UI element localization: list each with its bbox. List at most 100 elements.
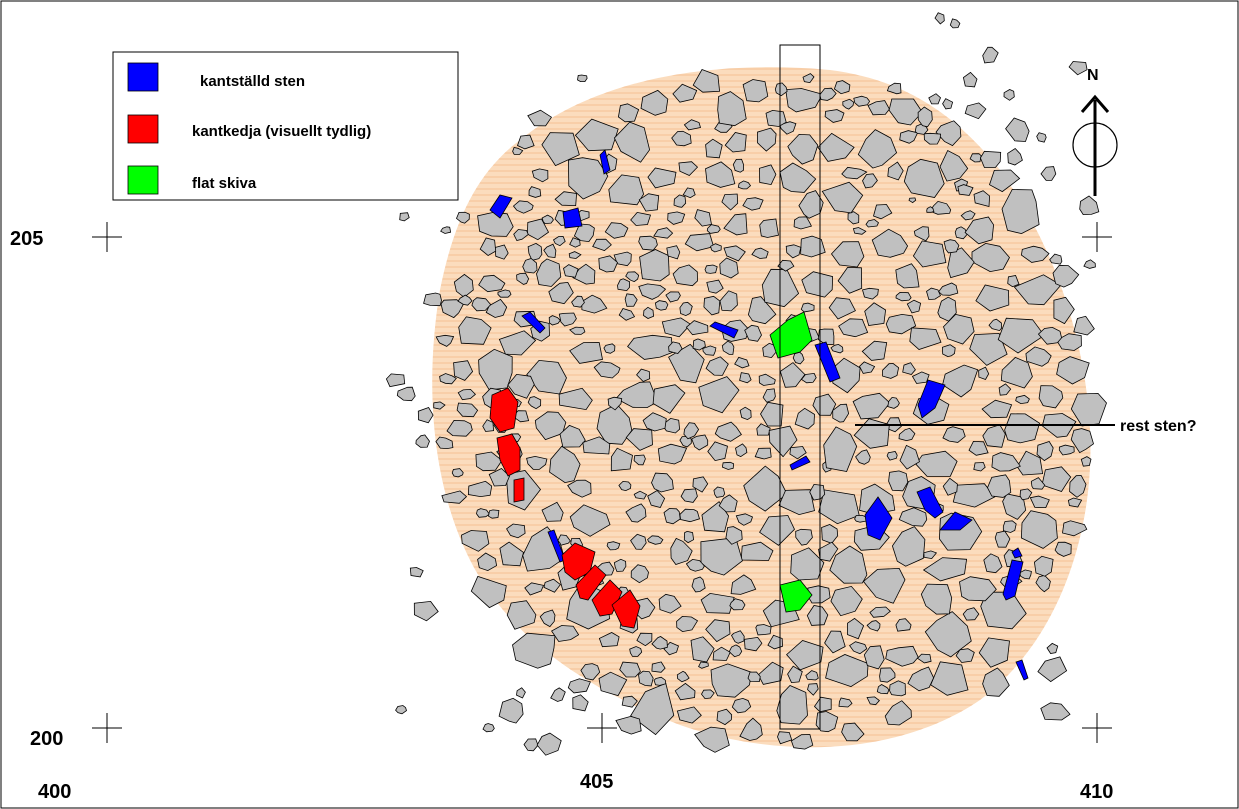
stone (613, 558, 627, 572)
stone (798, 190, 824, 219)
stone (653, 676, 667, 686)
stone (1046, 642, 1059, 654)
stone (423, 292, 442, 307)
edge-stone (1015, 659, 1029, 681)
stone (467, 480, 493, 498)
stone (723, 213, 748, 236)
excavation-trench (779, 44, 821, 730)
stone (743, 636, 763, 652)
stone (735, 513, 754, 526)
stone (446, 419, 473, 437)
stone (567, 678, 591, 694)
stone (1053, 296, 1075, 325)
stone (679, 436, 692, 448)
stone (1040, 166, 1057, 181)
stone (721, 193, 739, 211)
stone (568, 251, 582, 259)
stone (413, 600, 439, 622)
stone (828, 297, 856, 320)
legend-box (112, 51, 459, 201)
stone (451, 468, 464, 478)
stone (541, 501, 564, 522)
stone (842, 98, 855, 110)
stone (672, 83, 698, 103)
stone (672, 264, 698, 287)
stone (705, 356, 729, 376)
stone (1007, 275, 1020, 288)
stone (876, 684, 890, 695)
stone (884, 700, 912, 726)
stone (742, 197, 764, 211)
stone (731, 630, 745, 644)
legend-swatch-flat-slab (127, 165, 159, 195)
easting-label-410: 410 (1080, 781, 1113, 803)
stone (581, 294, 608, 314)
stone (517, 134, 535, 150)
stone (923, 550, 938, 560)
stone (813, 696, 832, 713)
stone (477, 211, 514, 237)
legend-swatch-edge-chain (127, 114, 159, 144)
stone (526, 359, 567, 395)
stone (909, 327, 942, 350)
stone (701, 501, 730, 533)
stone (629, 646, 643, 657)
stone (638, 670, 654, 687)
stone (713, 486, 726, 498)
stone (571, 295, 585, 308)
stone (1040, 702, 1071, 721)
stone (805, 670, 819, 681)
stone (507, 373, 535, 399)
stone (1003, 89, 1015, 101)
stone (488, 509, 500, 519)
stone (830, 343, 844, 354)
stone (982, 667, 1010, 697)
stone (942, 98, 954, 110)
stone (705, 619, 731, 643)
stone (712, 646, 731, 661)
stone (700, 538, 743, 576)
stone (661, 417, 681, 434)
stone (643, 306, 655, 319)
stone (1029, 495, 1050, 509)
stone (779, 121, 797, 135)
stone (776, 685, 808, 725)
stone (755, 624, 772, 636)
stone (516, 687, 526, 699)
stone (618, 308, 636, 321)
stone (1054, 541, 1072, 557)
stone (988, 318, 1003, 332)
edge-stone (939, 511, 973, 531)
stone (1056, 356, 1090, 385)
stone (1049, 253, 1063, 265)
stone (618, 480, 632, 492)
stone (536, 732, 562, 756)
stone (567, 157, 609, 200)
stone (928, 93, 941, 105)
stone (735, 443, 748, 458)
stone (915, 450, 958, 477)
stone (806, 605, 829, 626)
stone (678, 161, 699, 176)
easting-label-405: 405 (580, 771, 613, 793)
stone (719, 257, 739, 279)
stone (899, 444, 920, 470)
stone (728, 644, 743, 658)
stone (714, 421, 742, 442)
stone (793, 216, 812, 230)
stone (968, 440, 989, 456)
stone (947, 247, 975, 279)
stone (957, 184, 974, 196)
stone (674, 682, 696, 701)
stone (569, 504, 611, 537)
edge-stone (1002, 559, 1024, 601)
stone (573, 223, 595, 243)
stone (527, 242, 543, 261)
flat-slab-stone (779, 579, 813, 613)
stone (598, 632, 620, 648)
stone (625, 271, 640, 283)
stone (930, 661, 969, 696)
stone (554, 191, 578, 207)
stone (705, 138, 723, 159)
stone (1004, 413, 1040, 444)
